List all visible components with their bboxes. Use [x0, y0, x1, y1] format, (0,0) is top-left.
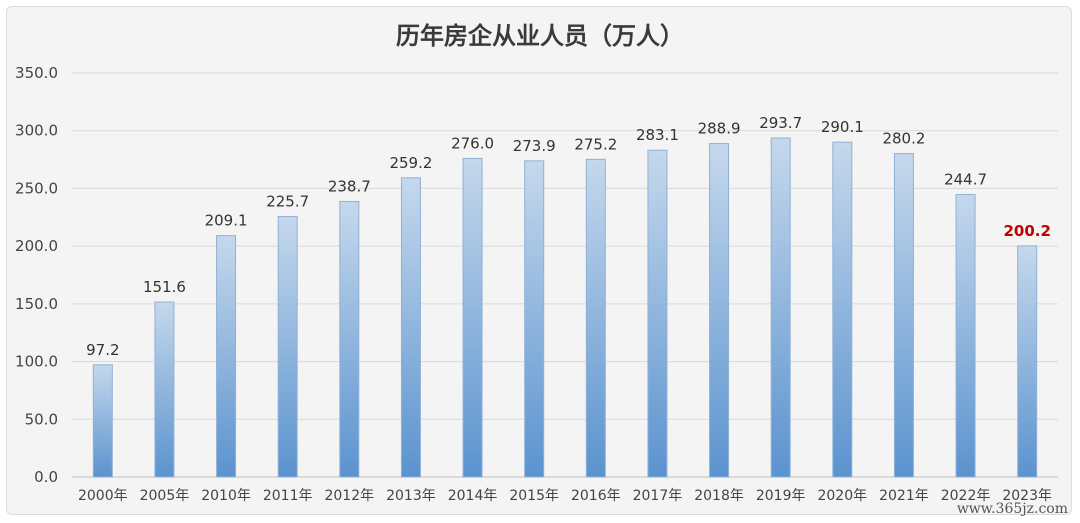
chart-title: 历年房企从业人员（万人） — [396, 21, 684, 50]
x-tick-label: 2005年 — [140, 488, 190, 504]
bar — [832, 141, 853, 478]
watermark: www.365jz.com — [957, 501, 1068, 517]
bar — [154, 301, 175, 478]
data-label: 275.2 — [574, 135, 617, 153]
x-tick-label: 2016年 — [571, 488, 621, 504]
data-label: 290.1 — [821, 118, 864, 136]
data-label: 151.6 — [143, 278, 186, 296]
y-tick-label: 250.0 — [15, 179, 58, 197]
data-label: 280.2 — [882, 130, 925, 148]
bar — [585, 158, 606, 478]
y-tick-label: 350.0 — [15, 64, 58, 82]
x-tick-label: 2012年 — [324, 488, 374, 504]
x-tick-label: 2023年 — [1002, 488, 1052, 504]
x-tick-label: 2019年 — [756, 488, 806, 504]
data-label: 293.7 — [759, 114, 802, 132]
y-tick-label: 0.0 — [34, 468, 58, 486]
data-label: 276.0 — [451, 134, 494, 152]
bar — [770, 137, 791, 478]
x-tick-label: 2022年 — [941, 488, 991, 504]
bar — [462, 157, 483, 478]
x-tick-label: 2014年 — [448, 488, 498, 504]
bar — [647, 149, 668, 478]
x-tick-label: 2000年 — [78, 488, 128, 504]
bar — [339, 200, 360, 478]
data-label: 97.2 — [86, 341, 119, 359]
x-tick-label: 2015年 — [509, 488, 559, 504]
x-tick-label: 2013年 — [386, 488, 436, 504]
bar — [524, 160, 545, 478]
data-label: 238.7 — [328, 177, 371, 195]
y-tick-label: 100.0 — [15, 353, 58, 371]
y-tick-label: 150.0 — [15, 295, 58, 313]
x-tick-label: 2011年 — [263, 488, 313, 504]
bar — [1017, 245, 1038, 478]
y-tick-label: 50.0 — [25, 410, 58, 428]
y-tick-label: 200.0 — [15, 237, 58, 255]
data-label: 273.9 — [513, 137, 556, 155]
y-tick-label: 300.0 — [15, 122, 58, 140]
x-tick-label: 2020年 — [817, 488, 867, 504]
bar — [277, 215, 298, 478]
data-label: 283.1 — [636, 126, 679, 144]
x-tick-label: 2017年 — [633, 488, 683, 504]
data-label: 288.9 — [698, 120, 741, 138]
data-label: 225.7 — [266, 192, 309, 210]
bar — [955, 194, 976, 478]
bar — [893, 153, 914, 478]
bar — [400, 177, 421, 478]
bar — [216, 235, 237, 478]
data-label: 209.1 — [205, 212, 248, 230]
data-label: 244.7 — [944, 171, 987, 189]
x-tick-label: 2018年 — [694, 488, 744, 504]
data-label: 259.2 — [389, 154, 432, 172]
x-tick-label: 2021年 — [879, 488, 929, 504]
bar — [92, 364, 113, 478]
data-label: 200.2 — [1003, 222, 1050, 240]
x-tick-label: 2010年 — [201, 488, 251, 504]
bar — [709, 143, 730, 478]
